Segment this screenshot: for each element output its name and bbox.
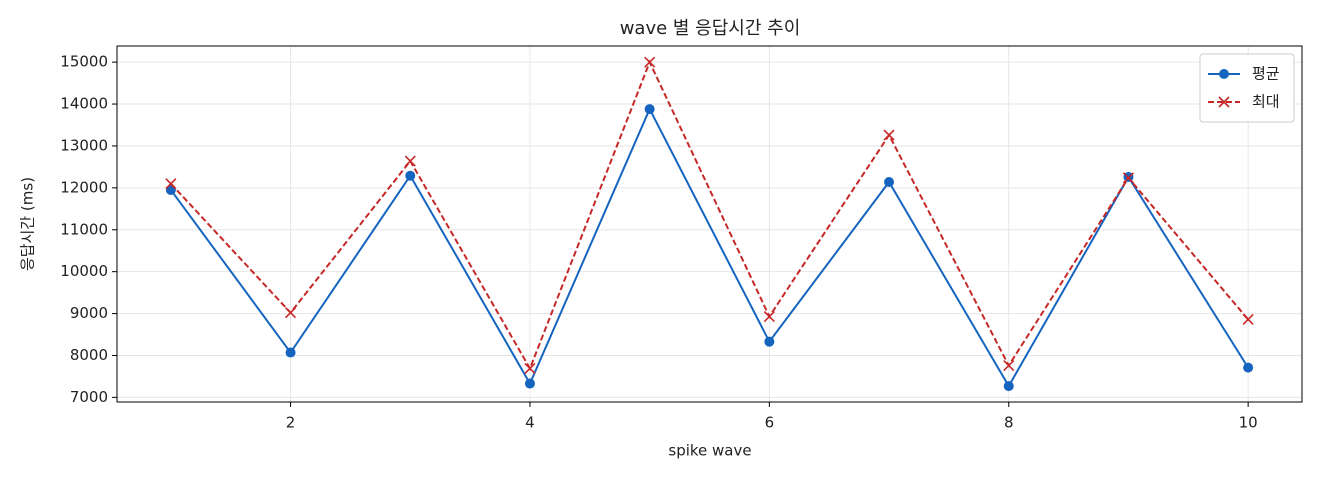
- chart-title: wave 별 응답시간 추이: [620, 18, 801, 39]
- marker: [405, 170, 416, 181]
- legend-marker: [1219, 69, 1229, 79]
- x-axis-label: spike wave: [668, 442, 751, 460]
- marker: [524, 362, 536, 375]
- marker: [1242, 313, 1254, 326]
- marker: [284, 307, 297, 319]
- marker: [884, 176, 895, 187]
- marker: [165, 178, 177, 190]
- series-line: [170, 59, 1249, 371]
- series-line: [170, 106, 1249, 389]
- y-tick-label: 10000: [60, 262, 108, 280]
- plot-frame: [116, 45, 1303, 403]
- legend-label: 평균: [1252, 65, 1280, 83]
- y-tick-label: 7000: [70, 388, 108, 406]
- marker: [883, 129, 895, 141]
- x-tick-label: 8: [1004, 414, 1014, 432]
- x-tick-label: 10: [1239, 414, 1258, 432]
- x-tick-label: 2: [286, 414, 296, 432]
- x-tick-label: 4: [525, 414, 535, 432]
- y-tick-label: 13000: [60, 136, 108, 154]
- marker: [763, 310, 775, 323]
- marker: [644, 56, 656, 68]
- y-tick-label: 11000: [60, 220, 108, 238]
- marker: [1003, 381, 1014, 392]
- legend-marker: [1218, 96, 1230, 108]
- legend-label: 최대: [1252, 93, 1280, 111]
- y-tick-label: 15000: [60, 53, 108, 71]
- y-tick-label: 14000: [60, 95, 108, 113]
- marker: [764, 336, 775, 347]
- y-axis-label: 응답시간 (ms): [19, 177, 37, 271]
- y-tick-label: 9000: [70, 304, 108, 322]
- marker: [1243, 362, 1254, 373]
- marker: [644, 104, 655, 115]
- y-tick-label: 8000: [70, 346, 108, 364]
- legend-box: [1199, 53, 1295, 123]
- marker: [285, 347, 296, 358]
- y-tick-label: 12000: [60, 178, 108, 196]
- marker: [404, 155, 416, 167]
- marker: [1122, 172, 1135, 184]
- marker: [524, 378, 535, 389]
- marker: [1003, 359, 1015, 372]
- x-tick-label: 6: [765, 414, 775, 432]
